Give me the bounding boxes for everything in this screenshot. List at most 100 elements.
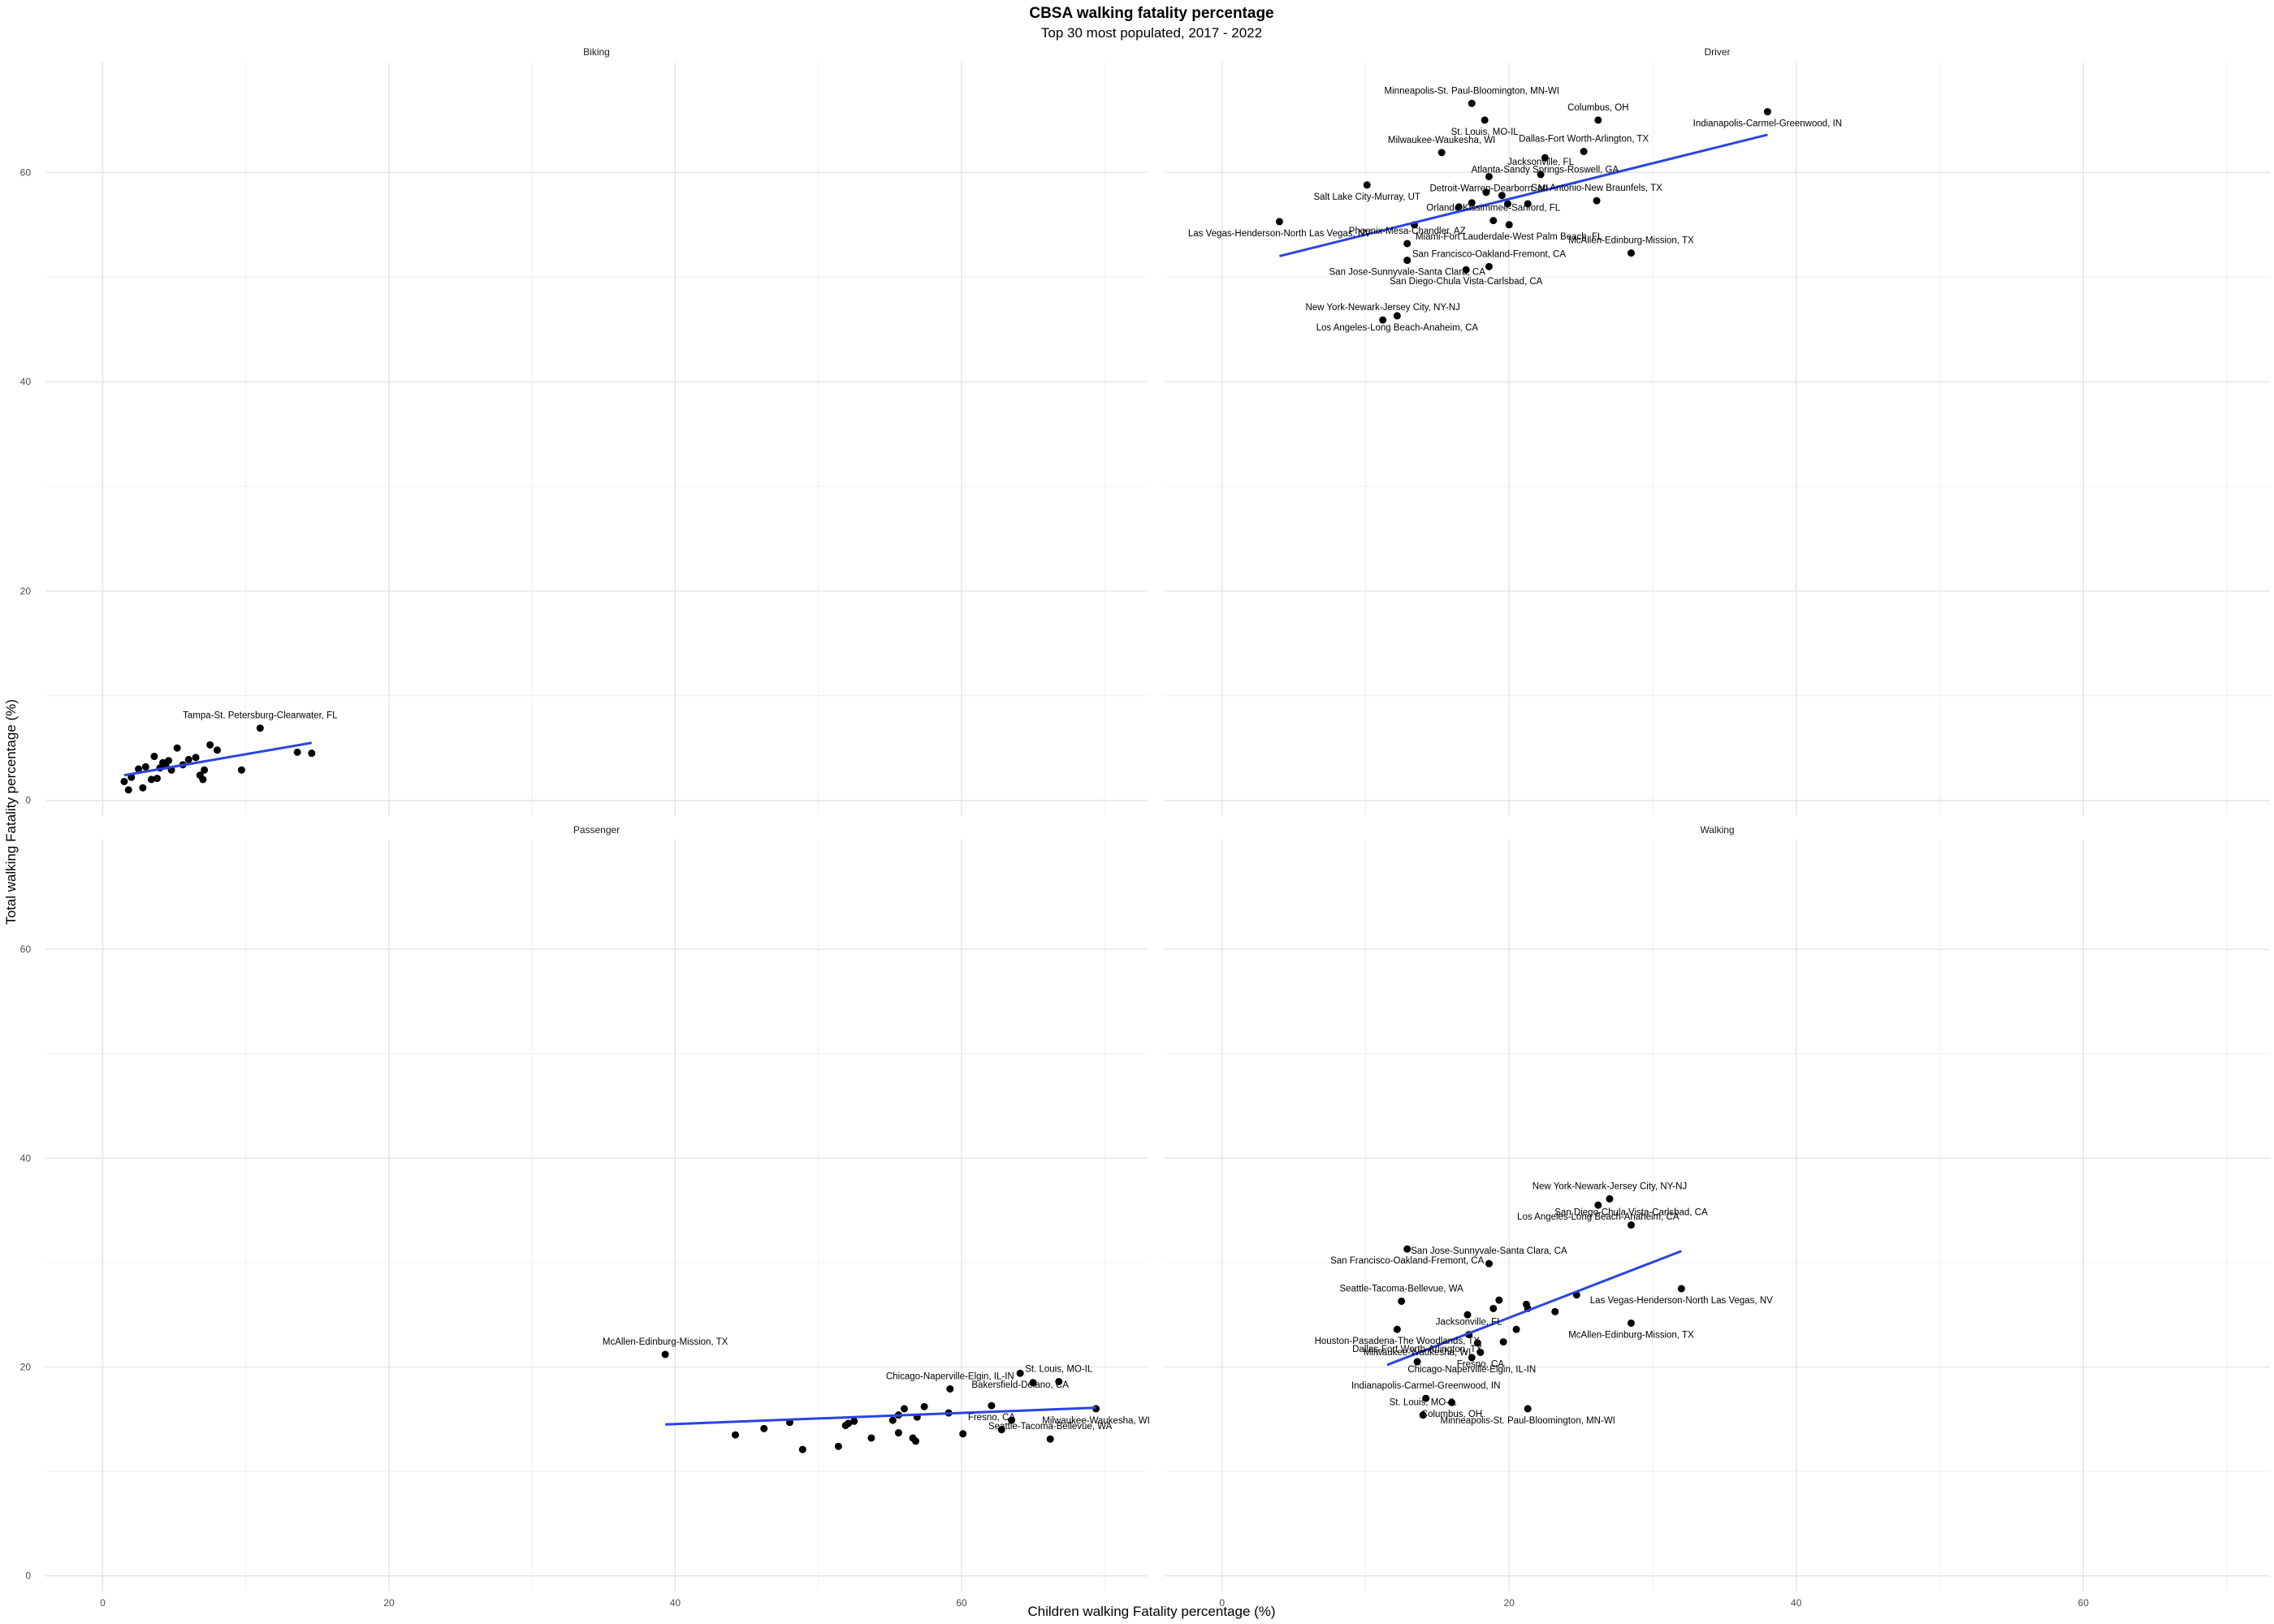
data-point xyxy=(894,1429,902,1437)
data-point xyxy=(1503,200,1511,208)
data-point xyxy=(888,1416,897,1424)
facet-walking: Walking 0 20 40 60 New York-Newark-Jersey Cit… xyxy=(1165,824,2270,1609)
point-label: San Diego-Chula Vista-Carlsbad, CA xyxy=(1554,1208,1708,1218)
data-point xyxy=(1455,203,1463,211)
data-point xyxy=(1524,1405,1532,1413)
data-point xyxy=(135,765,143,773)
point-label: San Diego-Chula Vista-Carlsbad, CA xyxy=(1390,277,1543,287)
data-point xyxy=(206,741,214,749)
point-label: Orlando-Kissimmee-Sanford, FL xyxy=(1426,204,1560,214)
data-point xyxy=(1580,148,1588,156)
data-point xyxy=(1029,1379,1037,1387)
y-tick-label: 20 xyxy=(20,585,32,597)
point-label: Indianapolis-Carmel-Greenwood, IN xyxy=(1693,119,1842,129)
data-point xyxy=(1627,1221,1635,1229)
data-point xyxy=(237,766,245,774)
data-point xyxy=(798,1445,806,1453)
data-point xyxy=(1403,240,1412,248)
data-point xyxy=(1437,149,1446,157)
y-tick-label: 40 xyxy=(20,376,32,387)
y-tick-label: 60 xyxy=(20,166,32,178)
data-point xyxy=(1473,1339,1481,1347)
point-label: Houston-Pasadena-The Woodlands, TX xyxy=(1315,1337,1481,1346)
x-tick-label: 0 xyxy=(100,1597,106,1609)
point-label: Los Angeles-Long Beach-Anaheim, CA xyxy=(1517,1212,1680,1222)
point-label: Minneapolis-St. Paul-Bloomington, MN-WI xyxy=(1385,86,1559,96)
data-point xyxy=(1468,1354,1476,1362)
data-point xyxy=(1448,1398,1456,1406)
point-label: Minneapolis-St. Paul-Bloomington, MN-WI xyxy=(1440,1416,1615,1426)
data-points xyxy=(1393,1194,1685,1419)
x-tick-label: 40 xyxy=(1791,1597,1802,1609)
point-label: Los Angeles-Long Beach-Anaheim, CA xyxy=(1316,323,1479,333)
data-point xyxy=(1403,1245,1412,1253)
data-point xyxy=(1275,218,1283,226)
data-point xyxy=(760,1424,768,1432)
x-axis-title: Children walking Fatality percentage (%) xyxy=(1027,1604,1275,1619)
facet-label-driver: Driver xyxy=(1705,46,1731,58)
data-point xyxy=(1763,108,1771,116)
data-point xyxy=(900,1405,908,1413)
point-label: McAllen-Edinburg-Mission, TX xyxy=(603,1337,728,1347)
data-point xyxy=(1485,172,1493,180)
facet-driver: Driver Minneapolis-St. Paul-Bloomington, … xyxy=(1165,46,2270,816)
data-point xyxy=(1499,1338,1507,1346)
data-point xyxy=(1476,1348,1485,1356)
point-labels: McAllen-Edinburg-Mission, TX Bakersfield-… xyxy=(603,1337,1150,1432)
data-point xyxy=(1008,1416,1016,1424)
point-label: Seattle-Tacoma-Bellevue, WA xyxy=(1339,1284,1463,1294)
point-label: Bakersfield-Delano, CA xyxy=(971,1380,1069,1390)
data-point xyxy=(173,744,181,752)
y-tick-label: 0 xyxy=(25,795,31,806)
point-label: St. Louis, MO-IL xyxy=(1390,1398,1458,1408)
x-tick-label: 40 xyxy=(670,1597,681,1609)
point-label: St. Louis, MO-IL xyxy=(1025,1364,1093,1374)
data-point xyxy=(959,1430,967,1438)
point-label: Salt Lake City-Murray, UT xyxy=(1314,192,1420,202)
data-point xyxy=(1594,1201,1602,1209)
data-point xyxy=(1481,116,1489,124)
data-point xyxy=(1398,1297,1406,1305)
data-point xyxy=(201,766,209,774)
x-tick-label: 60 xyxy=(956,1597,967,1609)
data-point xyxy=(1468,199,1476,207)
data-point xyxy=(1055,1377,1063,1385)
facet-biking: Biking 0 20 40 60 Tampa-St. Petersburg-Clearw… xyxy=(20,46,1148,816)
data-point xyxy=(1627,1319,1635,1327)
data-point xyxy=(308,749,316,758)
data-point xyxy=(1593,197,1601,205)
data-point xyxy=(1512,1325,1520,1333)
point-labels: Minneapolis-St. Paul-Bloomington, MN-WI S… xyxy=(1188,86,1842,333)
data-point xyxy=(1462,266,1470,274)
y-tick-label: 40 xyxy=(20,1152,32,1164)
data-point xyxy=(1627,249,1635,257)
data-point xyxy=(1379,316,1387,324)
data-points xyxy=(120,724,316,794)
trend-line xyxy=(665,1406,1096,1426)
point-label: New York-Newark-Jersey City, NY-NJ xyxy=(1533,1181,1687,1191)
point-label: Las Vegas-Henderson-North Las Vegas, NV xyxy=(1590,1296,1773,1306)
x-tick-label: 20 xyxy=(1504,1597,1515,1609)
data-point xyxy=(1468,99,1476,107)
facet-label-walking: Walking xyxy=(1700,824,1734,836)
point-label: Fresno, CA xyxy=(1457,1359,1504,1369)
data-point xyxy=(192,754,200,762)
facet-panels: Biking 0 20 40 60 Tampa-St. Petersburg-Clearw… xyxy=(20,46,2270,1609)
data-point xyxy=(1393,1325,1401,1333)
point-label: Atlanta-Sandy Springs-Roswell, GA xyxy=(1472,165,1619,175)
point-label: Jacksonville, FL xyxy=(1507,158,1574,167)
data-point xyxy=(139,784,147,792)
data-point xyxy=(256,724,264,732)
trend-line xyxy=(123,741,313,777)
data-point xyxy=(1413,1358,1421,1366)
data-point xyxy=(1489,217,1498,225)
data-point xyxy=(165,757,173,765)
data-point xyxy=(1677,1285,1685,1293)
data-point xyxy=(184,755,192,763)
point-label: McAllen-Edinburg-Mission, TX xyxy=(1568,1330,1694,1340)
y-tick-label: 60 xyxy=(20,944,32,955)
data-point xyxy=(153,775,161,783)
data-point xyxy=(920,1402,928,1410)
point-label: Chicago-Naperville-Elgin, IL-IN xyxy=(886,1371,1014,1381)
data-point xyxy=(1606,1194,1614,1203)
